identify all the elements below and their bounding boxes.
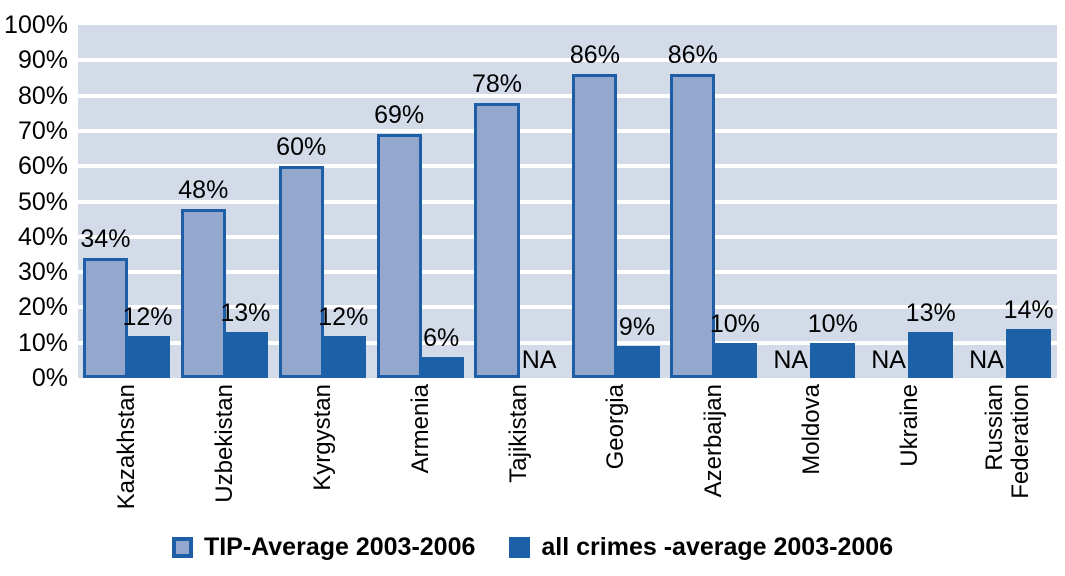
bar-value-label: 14% xyxy=(1003,295,1054,324)
legend: TIP-Average 2003-2006 all crimes -average… xyxy=(0,532,1065,562)
y-tick-label: 90% xyxy=(17,46,68,75)
x-category-cell: Georgia xyxy=(567,384,665,530)
tip-bar xyxy=(376,134,422,378)
x-category-cell: Tajikistan xyxy=(470,384,568,530)
bar-group: 69% 6% xyxy=(372,25,470,378)
y-tick-label: 10% xyxy=(17,328,68,357)
bar-value-label: 34% xyxy=(80,224,131,253)
all-crimes-bar xyxy=(222,332,268,378)
bar-group: 34% 12% xyxy=(78,25,176,378)
bar-group: 48% 13% xyxy=(176,25,274,378)
legend-label: all crimes -average 2003-2006 xyxy=(541,533,894,561)
x-axis: Kazakhstan Uzbekistan Kyrgystan Armenia Taji… xyxy=(78,384,1057,530)
all-crimes-bar xyxy=(614,346,660,378)
x-category-label: Armenia xyxy=(406,384,434,474)
y-tick-label: 20% xyxy=(17,293,68,322)
x-category-cell: Moldova xyxy=(763,384,861,530)
tip-bar xyxy=(474,102,520,378)
x-category-label: Russian Federation xyxy=(980,384,1034,499)
bar-group: 60% 12% xyxy=(274,25,372,378)
bar-value-label: 12% xyxy=(122,302,173,331)
bar-value-label: 48% xyxy=(178,175,229,204)
gridline xyxy=(78,58,1057,63)
x-category-cell: Azerbaijan xyxy=(665,384,763,530)
bar-value-label: 12% xyxy=(318,302,369,331)
y-axis: 100% 90% 80% 70% 60% 50% 40% 30% 20% 10% 0% xyxy=(0,11,68,392)
all-crimes-bar xyxy=(712,342,758,378)
tip-bar xyxy=(572,74,618,378)
x-category-label: Uzbekistan xyxy=(210,384,238,503)
x-category-label: Georgia xyxy=(602,384,630,470)
bar-group: NA 13% xyxy=(861,25,959,378)
bar-value-label: 13% xyxy=(905,299,956,328)
na-label: NA xyxy=(871,346,906,374)
gridline xyxy=(78,270,1057,275)
legend-item-tip: TIP-Average 2003-2006 xyxy=(171,532,476,562)
bar-value-label: 69% xyxy=(374,101,425,130)
na-label: NA xyxy=(773,346,809,374)
x-category-cell: Russian Federation xyxy=(959,384,1057,530)
x-category-cell: Uzbekistan xyxy=(176,384,274,530)
all-crimes-bar xyxy=(124,335,170,378)
plot-area: 34% 12% 48% 13% 60% 12% 69% 6% 78% NA 86% 9% 86% 10% N… xyxy=(78,25,1057,378)
x-category-cell: Kyrgystan xyxy=(274,384,372,530)
tip-bar xyxy=(670,74,716,378)
x-category-label: Ukraine xyxy=(896,384,924,467)
x-category-label: Moldova xyxy=(798,384,826,475)
y-tick-label: 80% xyxy=(17,81,68,110)
bar-value-label: 6% xyxy=(423,323,460,352)
x-category-cell: Ukraine xyxy=(861,384,959,530)
x-category-label: Kyrgystan xyxy=(308,384,336,491)
gridline xyxy=(78,128,1057,133)
bar-group: 78% NA xyxy=(470,25,568,378)
bar-value-label: 10% xyxy=(807,309,858,338)
x-category-cell: Armenia xyxy=(372,384,470,530)
bar-value-label: 78% xyxy=(471,69,523,98)
gridline xyxy=(78,199,1057,204)
legend-label: TIP-Average 2003-2006 xyxy=(203,533,476,561)
bar-value-label: 9% xyxy=(618,313,656,342)
gridline xyxy=(78,305,1057,310)
bar-value-label: 86% xyxy=(569,41,620,70)
x-category-label: Tajikistan xyxy=(504,384,532,483)
x-category-label: Azerbaijan xyxy=(700,384,728,498)
tip-bar xyxy=(278,166,324,378)
y-tick-label: 50% xyxy=(17,187,68,216)
bar-value-label: 60% xyxy=(276,133,327,162)
bar-group: 86% 10% xyxy=(665,25,763,378)
bar-group: NA 10% xyxy=(763,25,861,378)
y-tick-label: 30% xyxy=(17,258,68,287)
all-crimes-bar xyxy=(908,332,954,378)
x-category-label: Kazakhstan xyxy=(112,384,140,510)
y-tick-label: 40% xyxy=(17,222,68,251)
legend-swatch-all-crimes xyxy=(509,536,531,558)
all-crimes-bar xyxy=(1006,328,1052,378)
bar-group: NA 14% xyxy=(959,25,1057,378)
gridline xyxy=(78,340,1057,345)
y-tick-label: 0% xyxy=(31,364,68,392)
bar-group: 86% 9% xyxy=(568,25,666,378)
bar-value-label: 86% xyxy=(667,41,718,70)
bar-value-label: 10% xyxy=(709,309,760,338)
all-crimes-bar xyxy=(320,335,366,378)
tip-bar xyxy=(82,257,128,378)
y-tick-label: 70% xyxy=(17,116,68,145)
x-category-cell: Kazakhstan xyxy=(78,384,176,530)
gridline xyxy=(78,93,1057,98)
bar-value-label: 13% xyxy=(220,299,271,328)
all-crimes-bar xyxy=(418,356,464,378)
legend-swatch-tip xyxy=(171,536,193,558)
y-tick-label: 60% xyxy=(17,152,68,181)
gridline xyxy=(78,234,1057,239)
all-crimes-bar xyxy=(810,342,856,378)
gridline xyxy=(78,164,1057,169)
legend-item-all-crimes: all crimes -average 2003-2006 xyxy=(509,532,893,562)
na-label: NA xyxy=(521,346,557,374)
tip-bar xyxy=(180,208,226,378)
na-label: NA xyxy=(969,346,1004,374)
y-tick-label: 100% xyxy=(4,11,68,39)
